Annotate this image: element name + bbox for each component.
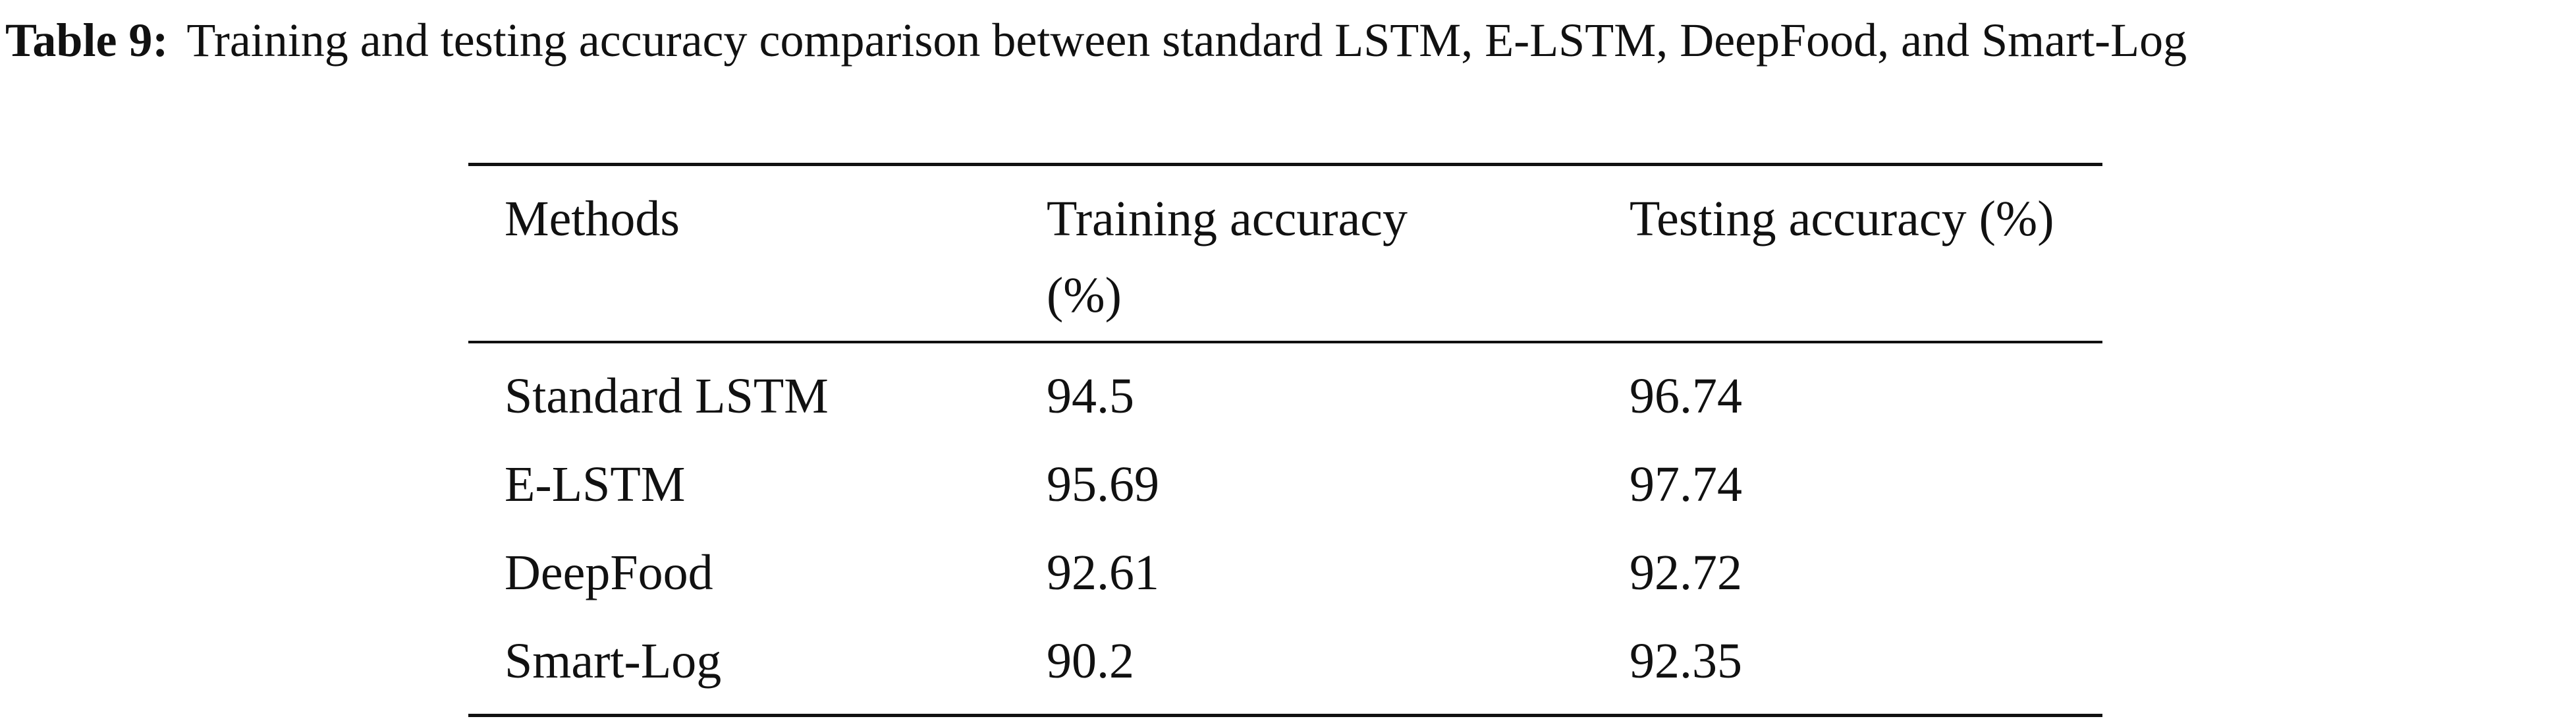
- accuracy-cell: 92.35: [1630, 633, 1742, 689]
- bottom-rule: [468, 714, 2102, 717]
- accuracy-cell: 95.69: [1047, 457, 1159, 512]
- header-cell: Methods: [505, 191, 680, 246]
- top-rule: [468, 163, 2102, 166]
- accuracy-cell: 92.61: [1047, 545, 1159, 600]
- header-rule: [468, 341, 2102, 343]
- accuracy-cell: 90.2: [1047, 633, 1134, 689]
- accuracy-cell: 94.5: [1047, 368, 1134, 424]
- accuracy-cell: 92.72: [1630, 545, 1742, 600]
- method-cell: Standard LSTM: [505, 368, 829, 424]
- table-caption: Table 9: Training and testing accuracy co…: [5, 8, 2571, 72]
- method-cell: DeepFood: [505, 545, 713, 600]
- caption-label: Table 9:: [5, 14, 169, 67]
- accuracy-cell: 97.74: [1630, 457, 1742, 512]
- header-cell: Testing accuracy (%): [1630, 191, 2054, 246]
- method-cell: Smart-Log: [505, 633, 722, 689]
- accuracy-cell: 96.74: [1630, 368, 1742, 424]
- caption-text: Training and testing accuracy comparison…: [186, 14, 2187, 67]
- header-cell: Training accuracy (%): [1047, 191, 1408, 323]
- method-cell: E-LSTM: [505, 457, 686, 512]
